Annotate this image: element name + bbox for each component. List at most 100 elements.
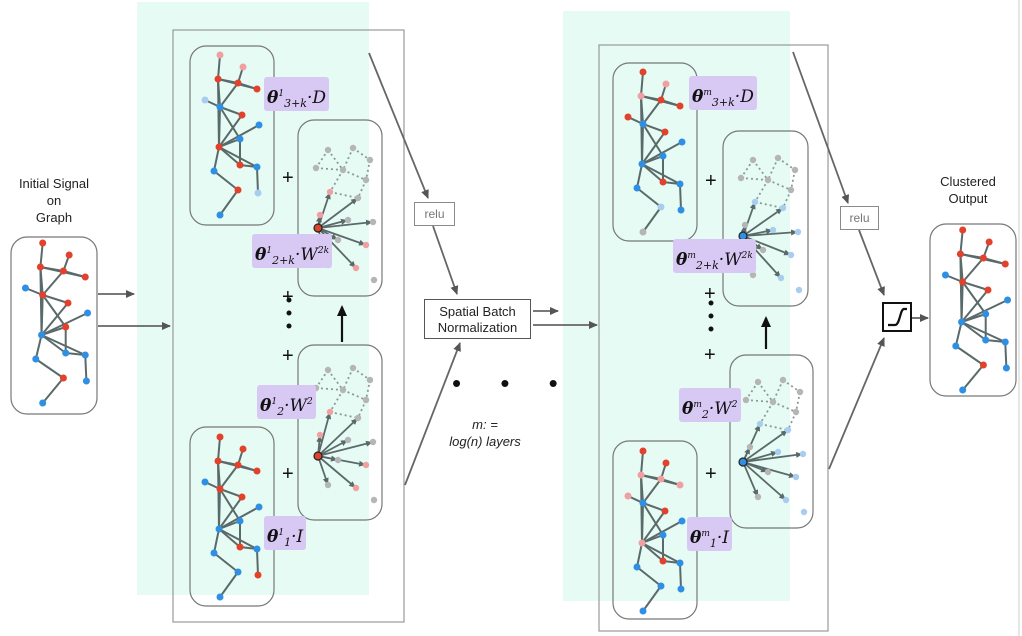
diffusion-node <box>795 229 801 235</box>
graph-node <box>62 350 69 357</box>
diffusion-node <box>335 237 341 243</box>
diffusion-node <box>345 437 351 443</box>
graph-edge <box>1005 342 1006 368</box>
graph-node <box>677 482 684 489</box>
graph-node <box>959 227 966 234</box>
plus-sign: + <box>704 344 716 367</box>
layer-out-arrow <box>829 338 884 469</box>
graph-node <box>237 162 244 169</box>
output-graph-box <box>930 224 1016 396</box>
sigmoid-box <box>883 303 911 331</box>
batch-norm-line: Normalization <box>425 320 530 336</box>
diffusion-node <box>765 469 771 475</box>
plus-sign: + <box>282 167 294 190</box>
relu-box-2: relu <box>840 206 879 230</box>
graph-node <box>985 287 992 294</box>
diffusion-node <box>796 287 802 293</box>
diffusion-node <box>355 195 361 201</box>
layers-note: m: = log(n) layers <box>430 416 540 450</box>
diffusion-node <box>760 247 766 253</box>
graph-node <box>980 362 987 369</box>
diffusion-node <box>353 485 359 491</box>
graph-node <box>60 375 67 382</box>
graph-node <box>640 229 647 236</box>
graph-node <box>235 569 242 576</box>
output-label: Clustered Output <box>918 173 1018 207</box>
input-label-line: on <box>4 192 104 209</box>
diffusion-node <box>785 427 791 433</box>
graph-node <box>62 324 69 331</box>
output-graph <box>942 227 1011 394</box>
graph-node <box>959 279 966 286</box>
graph-node <box>663 460 670 467</box>
graph-node <box>217 486 224 493</box>
graph-node <box>678 207 685 214</box>
graph-edge <box>960 230 962 254</box>
graph-node <box>216 144 223 151</box>
layers-note-line: log(n) layers <box>430 433 540 450</box>
diffusion-node <box>801 509 807 515</box>
graph-node <box>638 93 645 100</box>
graph-node <box>640 69 647 76</box>
layers-ellipsis: • • • <box>452 368 574 399</box>
graph-node <box>986 239 993 246</box>
diffusion-node <box>355 415 361 421</box>
diffusion-node <box>755 494 761 500</box>
graph-edge <box>963 365 984 390</box>
graph-edge <box>36 335 42 359</box>
graph-edge <box>641 475 642 543</box>
graph-node <box>211 168 218 175</box>
diffusion-node <box>738 175 744 181</box>
theta-i-label: θ11·I <box>264 516 306 550</box>
graph-node <box>639 540 646 547</box>
graph-node <box>239 494 246 501</box>
graph-node <box>662 508 669 515</box>
graph-node <box>239 112 246 119</box>
diffusion-hub-node <box>314 224 322 232</box>
diffusion-node <box>797 389 803 395</box>
diffusion-node <box>775 155 781 161</box>
graph-node <box>66 252 73 259</box>
graph-edge <box>40 243 42 267</box>
graph-node <box>82 274 89 281</box>
graph-node <box>83 378 90 385</box>
graph-edge <box>641 96 642 164</box>
diffusion-node <box>350 365 356 371</box>
diffusion-node <box>793 474 799 480</box>
graph-node <box>959 387 966 394</box>
graph-edge <box>257 167 258 193</box>
graph-node <box>256 504 263 511</box>
graph-node <box>237 136 244 143</box>
graph-edge <box>956 322 962 346</box>
graph-node <box>254 546 261 553</box>
diffusion-node <box>370 219 376 225</box>
vertical-dot <box>287 324 292 329</box>
graph-node <box>216 526 223 533</box>
graph-node <box>625 493 632 500</box>
graph-node <box>677 560 684 567</box>
graph-edge <box>40 267 41 335</box>
graph-node <box>639 161 646 168</box>
diffusion-node <box>747 444 753 450</box>
graph-node <box>60 268 67 275</box>
graph-edge <box>43 378 64 403</box>
diffusion-node <box>793 409 799 415</box>
graph-node <box>677 181 684 188</box>
diffusion-node <box>363 397 369 403</box>
diffusion-node <box>335 457 341 463</box>
graph-node <box>237 518 244 525</box>
graph-node <box>640 448 647 455</box>
relu-in-arrow <box>793 52 848 203</box>
graph-node <box>82 352 89 359</box>
input-label-line: Initial Signal <box>4 175 104 192</box>
diffusion-node <box>367 377 373 383</box>
graph-node <box>215 76 222 83</box>
graph-node <box>256 122 263 129</box>
graph-node <box>202 97 209 104</box>
theta-i-label: θm1·I <box>687 517 732 551</box>
graph-node <box>211 550 218 557</box>
diffusion-node <box>792 167 798 173</box>
diffusion-node <box>752 199 758 205</box>
diffusion-node <box>325 147 331 153</box>
diffusion-node <box>317 212 323 218</box>
